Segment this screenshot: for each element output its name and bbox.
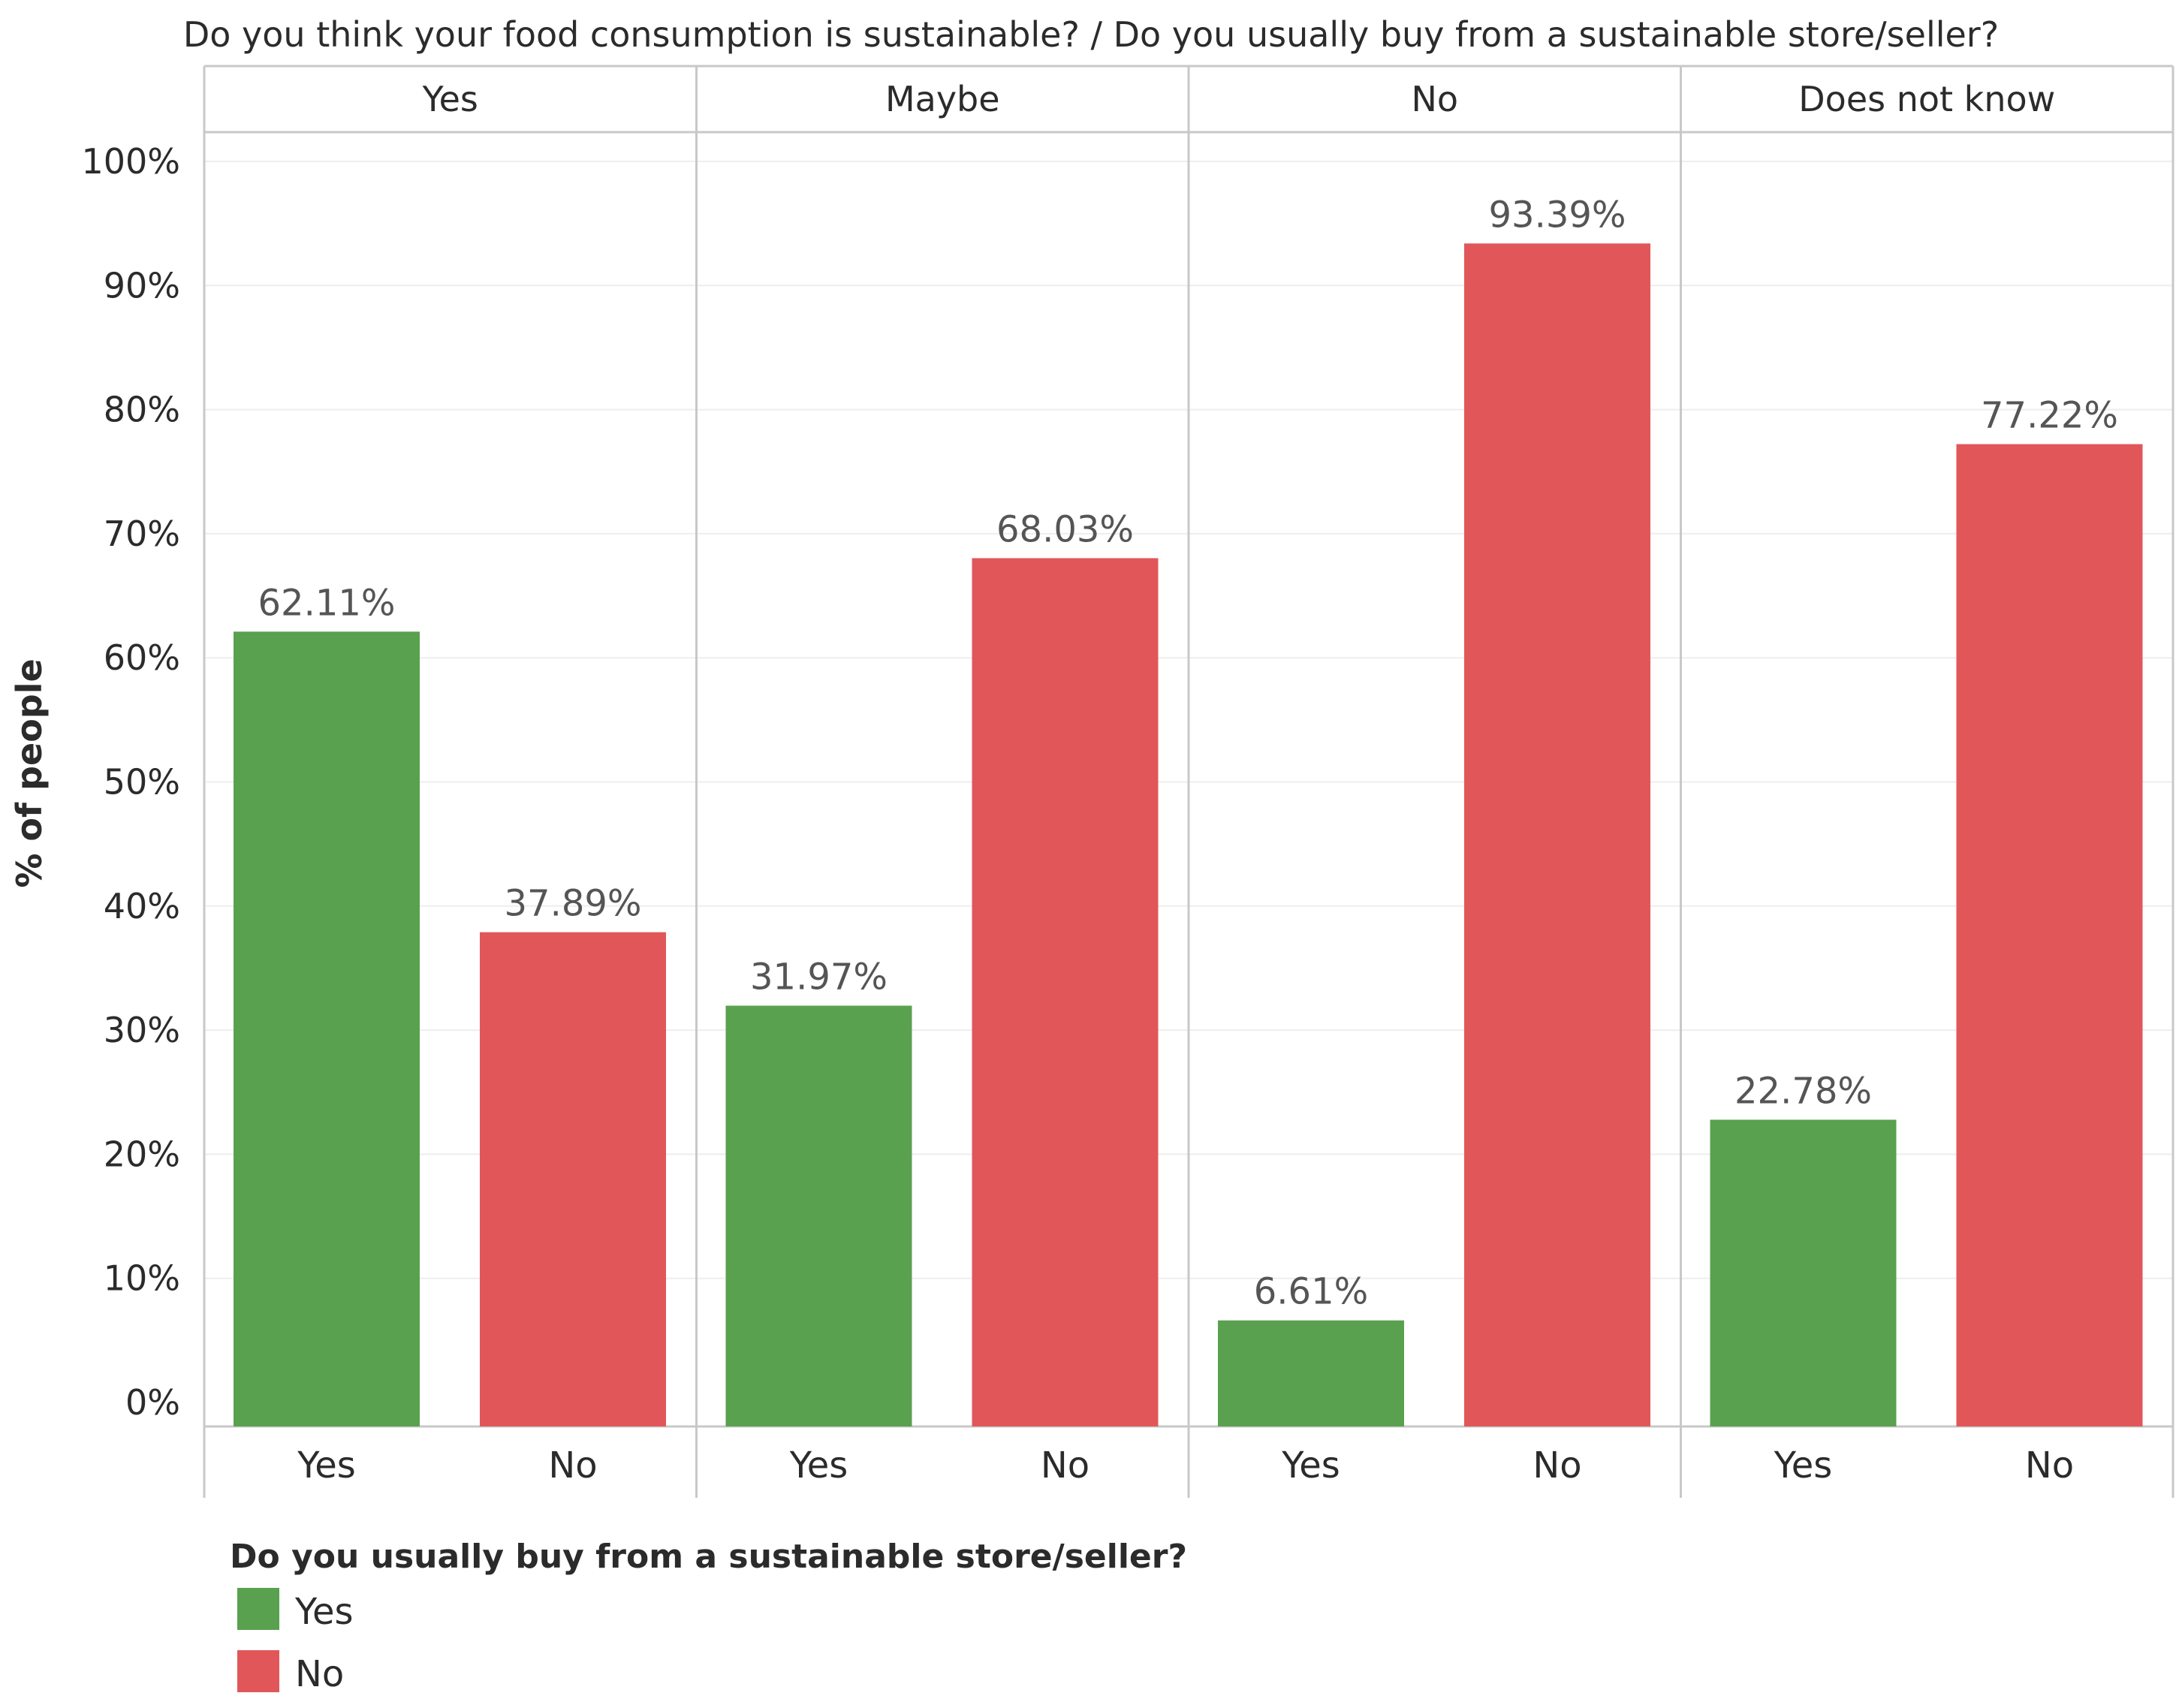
- bar-maybe-no: [972, 558, 1159, 1426]
- legend-swatch-yes: [237, 1588, 279, 1630]
- data-label: 77.22%: [1981, 395, 2118, 437]
- y-tick-label: 30%: [104, 1010, 180, 1050]
- category-label: Yes: [1281, 1444, 1340, 1487]
- y-axis-ticks: 0% 10% 20% 30% 40% 50% 60% 70% 80% 90% 100%: [81, 141, 180, 1423]
- bar-yes-no: [480, 932, 666, 1426]
- legend-title: Do you usually buy from a sustainable st…: [230, 1538, 1187, 1576]
- category-label: No: [2025, 1444, 2074, 1487]
- y-tick-label: 0%: [125, 1382, 180, 1423]
- facet-label: Does not know: [1798, 79, 2055, 119]
- y-tick-label: 90%: [104, 265, 180, 306]
- y-axis-title: % of people: [9, 658, 50, 887]
- category-label: No: [548, 1444, 597, 1487]
- bar-maybe-yes: [725, 1005, 912, 1426]
- y-tick-label: 40%: [104, 886, 180, 926]
- y-tick-label: 20%: [104, 1134, 180, 1174]
- bar-does-not-know-yes: [1710, 1119, 1897, 1426]
- y-tick-label: 10%: [104, 1258, 180, 1299]
- bar-yes-yes: [234, 631, 420, 1426]
- legend-label-no: No: [295, 1653, 344, 1695]
- legend-swatch-no: [237, 1650, 279, 1692]
- legend: Do you usually buy from a sustainable st…: [230, 1538, 1187, 1695]
- y-tick-label: 50%: [104, 762, 180, 803]
- bar-no-yes: [1218, 1320, 1404, 1426]
- data-label: 62.11%: [258, 582, 395, 624]
- category-labels: Yes No Yes No Yes No Yes No: [297, 1444, 2074, 1487]
- category-label: Yes: [1774, 1444, 1832, 1487]
- legend-label-yes: Yes: [294, 1591, 353, 1633]
- data-label: 93.39%: [1488, 194, 1626, 236]
- facet-label: No: [1411, 79, 1458, 119]
- category-label: Yes: [789, 1444, 848, 1487]
- data-label: 37.89%: [504, 883, 641, 925]
- data-label: 31.97%: [750, 956, 888, 999]
- y-tick-label: 70%: [104, 514, 180, 554]
- bar-does-not-know-no: [1956, 444, 2143, 1426]
- y-tick-label: 60%: [104, 637, 180, 678]
- category-label: Yes: [297, 1444, 355, 1487]
- facet-label: Yes: [422, 79, 478, 119]
- category-label: No: [1041, 1444, 1089, 1487]
- header-title: Do you think your food consumption is su…: [183, 14, 1999, 55]
- bar-no-no: [1464, 243, 1650, 1426]
- y-tick-label: 80%: [104, 390, 180, 430]
- facet-label: Maybe: [885, 79, 1000, 119]
- category-label: No: [1533, 1444, 1581, 1487]
- y-tick-label: 100%: [81, 141, 180, 182]
- data-label: 6.61%: [1254, 1271, 1368, 1313]
- data-label: 22.78%: [1734, 1070, 1872, 1112]
- facet-headers: Yes Maybe No Does not know: [422, 79, 2056, 119]
- data-labels: 62.11% 37.89% 31.97% 68.03% 6.61% 93.39% 22.78…: [258, 194, 2118, 1312]
- data-label: 68.03%: [996, 508, 1134, 550]
- bars: [234, 243, 2143, 1426]
